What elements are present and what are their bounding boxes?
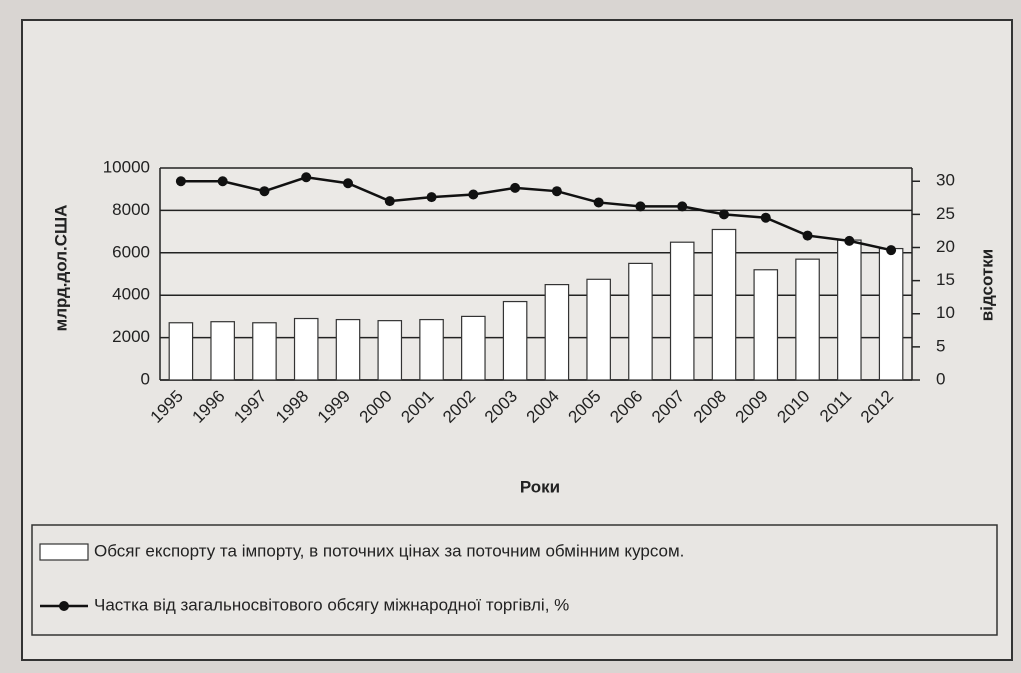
- line-point: [677, 201, 688, 212]
- bar: [544, 284, 570, 381]
- line-point: [886, 245, 897, 256]
- bar: [335, 318, 361, 381]
- bar: [669, 241, 695, 381]
- bar: [210, 321, 235, 381]
- x-axis-label: Роки: [520, 477, 560, 496]
- bar: [753, 269, 779, 381]
- plot-area: [160, 168, 912, 380]
- legend-frame: [31, 524, 998, 636]
- line-point: [175, 176, 186, 187]
- bar: [293, 317, 319, 381]
- y2-tick-label: 30: [936, 171, 955, 190]
- line-point: [551, 186, 562, 197]
- y2-axis-label: відсотки: [977, 249, 996, 321]
- line-point: [343, 178, 353, 189]
- bar: [711, 228, 737, 381]
- line-point: [301, 172, 312, 183]
- bar: [461, 315, 486, 381]
- bar: [168, 322, 194, 381]
- line-point: [217, 176, 228, 187]
- y2-tick-label: 25: [936, 204, 955, 223]
- y-axis-label: млрд.дол.США: [51, 205, 70, 332]
- line-point: [259, 186, 270, 197]
- y-tick-label: 10000: [103, 157, 150, 176]
- line-point: [468, 189, 479, 200]
- line-point: [426, 192, 437, 203]
- y2-tick-label: 10: [936, 303, 955, 322]
- y-tick-label: 2000: [112, 327, 150, 346]
- line-point: [593, 197, 604, 208]
- bar: [628, 262, 653, 381]
- line: [180, 175, 892, 252]
- line-point: [384, 196, 395, 207]
- y2-tick-label: 20: [936, 237, 955, 256]
- bar: [837, 239, 862, 381]
- line-point: [510, 182, 521, 193]
- legend-label: Обсяг експорту та імпорту, в поточних ці…: [94, 541, 684, 560]
- y-tick-label: 6000: [112, 242, 150, 261]
- y-tick-label: 8000: [112, 200, 150, 219]
- bar: [419, 318, 444, 381]
- bar: [586, 278, 611, 381]
- line-point: [719, 209, 729, 220]
- bar: [878, 247, 904, 381]
- y2-tick-label: 0: [936, 369, 945, 388]
- line-point: [844, 235, 855, 246]
- line-point: [760, 212, 771, 223]
- y2-tick-label: 5: [936, 336, 945, 355]
- line-point: [802, 230, 813, 241]
- legend-swatch: [39, 543, 89, 561]
- legend-label: Частка від загальносвітового обсягу міжн…: [94, 595, 569, 614]
- y-tick-label: 0: [141, 369, 150, 388]
- y-tick-label: 4000: [112, 285, 150, 304]
- bar: [252, 322, 277, 381]
- legend-marker: [59, 601, 69, 611]
- bar: [502, 300, 528, 381]
- bar: [795, 258, 820, 381]
- bar: [377, 320, 403, 381]
- y2-tick-label: 15: [936, 270, 955, 289]
- line-point: [635, 201, 646, 212]
